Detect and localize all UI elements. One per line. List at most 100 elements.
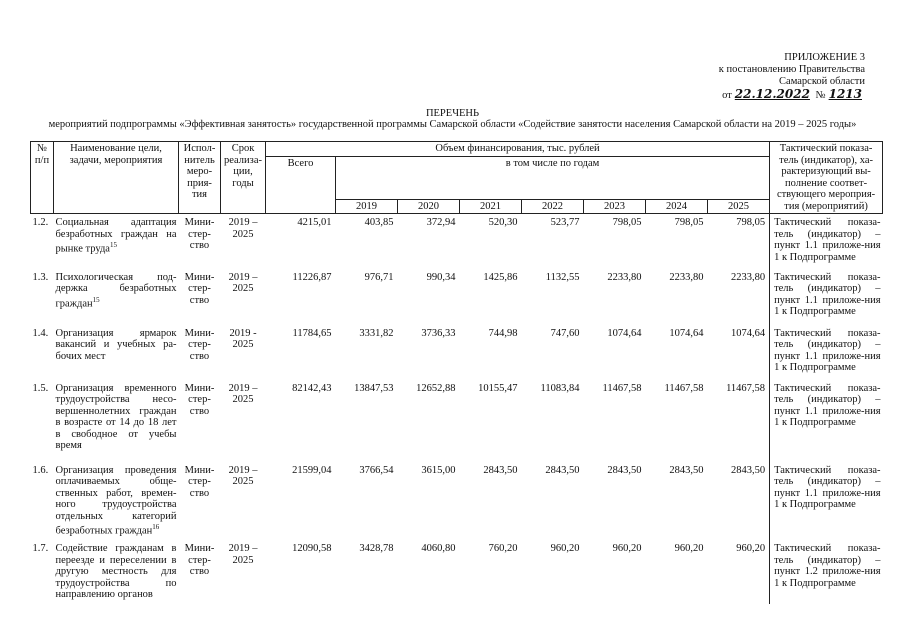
term: 2019 – 2025	[228, 464, 258, 488]
table-row: 1.7. Содействие гражданам в переезде и пе…	[31, 540, 883, 604]
year-value: 960,20	[736, 543, 766, 554]
indicator: Тактический показа-тель (индикатор) – пу…	[769, 540, 883, 604]
table-row: 1.5. Организация временного трудоустройст…	[31, 379, 883, 462]
measures-table: № п/п Наименование цели, задачи, мероприя…	[30, 141, 884, 604]
total: 4215,01	[297, 217, 332, 228]
header-cell: Испол-нитель меро-прия-тия	[178, 141, 221, 214]
year-value: 976,71	[364, 271, 394, 283]
year-value: 2843,50	[483, 464, 518, 476]
year-value: 11083,84	[540, 382, 580, 394]
measure-name-text: Организация временного трудоустройства н…	[55, 382, 177, 452]
year-value: 1074,64	[669, 327, 704, 339]
header-cell: Объем финансирования, тыс. рублей	[264, 141, 771, 157]
year-value: 2233,80	[607, 271, 642, 283]
year-value: 523,77	[550, 217, 580, 228]
doc-number: 1213	[828, 87, 862, 101]
row-number: 1.6.	[32, 464, 49, 476]
executor: Мини-стер-ство	[184, 271, 215, 306]
year-value: 11467,58	[602, 382, 642, 394]
year-value: 1425,86	[483, 271, 518, 283]
year-value: 2843,50	[669, 464, 704, 476]
measure-name-text: Психологическая под-держка безработных г…	[55, 271, 177, 310]
number-prefix: №	[815, 90, 826, 101]
indicator: Тактический показа-тель (индикатор) – пу…	[769, 213, 883, 269]
year-header: 2025	[706, 198, 771, 214]
total: 11784,65	[292, 327, 332, 339]
footnote-mark: 15	[92, 295, 100, 304]
total: 21599,04	[292, 464, 332, 476]
year-value: 798,05	[612, 217, 642, 228]
year-value: 798,05	[674, 217, 704, 228]
appendix-title: ПРИЛОЖЕНИЕ 3	[784, 52, 865, 63]
year-value: 11467,58	[664, 382, 704, 394]
term: 2019 – 2025	[228, 217, 258, 240]
term: 2019 – 2025	[228, 543, 258, 566]
year-value: 1132,55	[545, 271, 580, 283]
measure-name-text: Организация ярмарок вакансий и учебных р…	[55, 327, 177, 362]
year-value: 3615,00	[421, 464, 456, 476]
appendix-block: ПРИЛОЖЕНИЕ 3 к постановлению Правительст…	[700, 52, 865, 102]
term: 2019 – 2025	[228, 271, 258, 295]
year-value: 13847,53	[354, 382, 394, 394]
total: 11226,87	[292, 271, 332, 283]
year-header: 2022	[521, 198, 584, 214]
year-value: 2843,50	[545, 464, 580, 476]
year-value: 3428,78	[359, 543, 394, 554]
measure-name: Организация ярмарок вакансий и учебных р…	[54, 325, 179, 380]
year-value: 960,20	[674, 543, 704, 554]
date: 22.12.2022	[734, 87, 810, 101]
table-head: № п/п Наименование цели, задачи, мероприя…	[30, 141, 884, 214]
title: ПЕРЕЧЕНЬ	[425, 108, 480, 119]
year-value: 11467,58	[726, 382, 766, 394]
row-number: 1.5.	[32, 382, 49, 394]
header-cell: Всего	[265, 155, 336, 214]
date-prefix: от	[722, 90, 732, 101]
header-cell: Тактический показа-тель (индикатор), ха-…	[769, 141, 884, 214]
measure-name: Психологическая под-держка безработных г…	[54, 269, 179, 325]
term: 2019 - 2025	[229, 327, 257, 351]
year-value: 798,05	[736, 217, 766, 228]
appendix-line: Самарской области	[779, 76, 865, 87]
executor: Мини-стер-ство	[184, 464, 215, 499]
year-value: 1074,64	[607, 327, 642, 339]
year-value: 3736,33	[421, 327, 456, 339]
header-cell: № п/п	[30, 141, 54, 214]
measure-name: Социальная адаптация безработных граждан…	[54, 214, 179, 269]
year-value: 3766,54	[359, 464, 394, 476]
year-value: 3331,82	[359, 327, 394, 339]
header-cell: Срок реализа-ции, годы	[220, 141, 266, 214]
year-value: 2233,80	[669, 271, 704, 283]
appendix-date-line: от 22.12.2022 № 1213	[700, 88, 865, 102]
indicator: Тактический показа-тель (индикатор) – пу…	[769, 379, 883, 462]
table-row: 1.2. Социальная адаптация безработных гра…	[31, 213, 883, 269]
year-header: 2024	[645, 198, 708, 214]
year-value: 960,20	[612, 543, 642, 554]
year-value: 520,30	[488, 217, 518, 228]
row-number: 1.4.	[32, 327, 49, 339]
year-value: 2843,50	[607, 464, 642, 476]
year-value: 960,20	[550, 543, 580, 554]
table-row: 1.6. Организация проведения оплачиваемых …	[31, 461, 883, 540]
footnote-mark: 15	[109, 241, 117, 249]
year-value: 744,98	[488, 327, 518, 339]
years-row: 2019 2020 2021 2022 2023 2024 2025	[31, 198, 883, 214]
executor: Мини-стер-ство	[184, 382, 215, 417]
indicator: Тактический показа-тель (индикатор) – пу…	[769, 461, 883, 540]
indicator: Тактический показа-тель (индикатор) – пу…	[769, 324, 883, 380]
indicator: Тактический показа-тель (индикатор) – пу…	[769, 268, 883, 325]
measure-name-text: Социальная адаптация безработных граждан…	[55, 217, 177, 255]
table-row: 1.3. Психологическая под-держка безработн…	[31, 268, 883, 325]
table-row: 1.4. Организация ярмарок вакансий и учебн…	[31, 324, 883, 380]
header-cell: в том числе по годам	[334, 155, 771, 200]
year-header: 2023	[583, 198, 646, 214]
year-value: 747,60	[550, 327, 580, 339]
year-value: 372,94	[426, 217, 456, 228]
year-header: 2019	[335, 198, 398, 214]
total: 12090,58	[292, 543, 332, 554]
year-header: 2020	[397, 198, 460, 214]
title-block: ПЕРЕЧЕНЬ мероприятий подпрограммы «Эффек…	[0, 108, 905, 130]
appendix-line: к постановлению Правительства	[718, 64, 865, 75]
year-value: 2843,50	[730, 464, 766, 476]
executor: Мини-стер-ство	[184, 217, 215, 251]
